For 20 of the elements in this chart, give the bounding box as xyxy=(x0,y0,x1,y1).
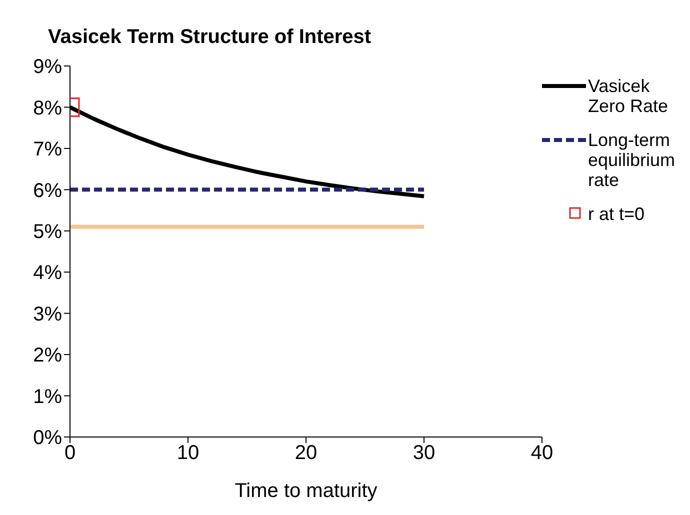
legend-label: r at t=0 xyxy=(588,204,645,224)
x-tick-label: 0 xyxy=(64,442,76,464)
chart-title: Vasicek Term Structure of Interest xyxy=(47,25,372,50)
y-tick-label: 9% xyxy=(33,56,62,78)
y-tick-label: 2% xyxy=(33,344,62,367)
x-axis-title: Time to maturity xyxy=(234,480,378,502)
x-tick-label: 10 xyxy=(176,442,200,464)
x-tick-label: 30 xyxy=(412,442,436,464)
y-tick-label: 0% xyxy=(33,427,62,450)
y-tick-label: 3% xyxy=(33,303,62,326)
y-tick-label: 6% xyxy=(33,180,62,202)
y-tick-label: 4% xyxy=(33,262,62,284)
y-tick-label: 7% xyxy=(33,138,62,161)
legend-label: Vasicek Zero Rate xyxy=(588,76,670,116)
x-tick-label: 20 xyxy=(294,442,318,464)
legend-label: Long-term equilibrium rate xyxy=(588,130,676,190)
y-tick-label: 1% xyxy=(33,386,62,408)
y-tick-label: 8% xyxy=(33,97,62,120)
y-tick-label: 5% xyxy=(33,220,62,243)
x-tick-label: 40 xyxy=(530,442,554,464)
